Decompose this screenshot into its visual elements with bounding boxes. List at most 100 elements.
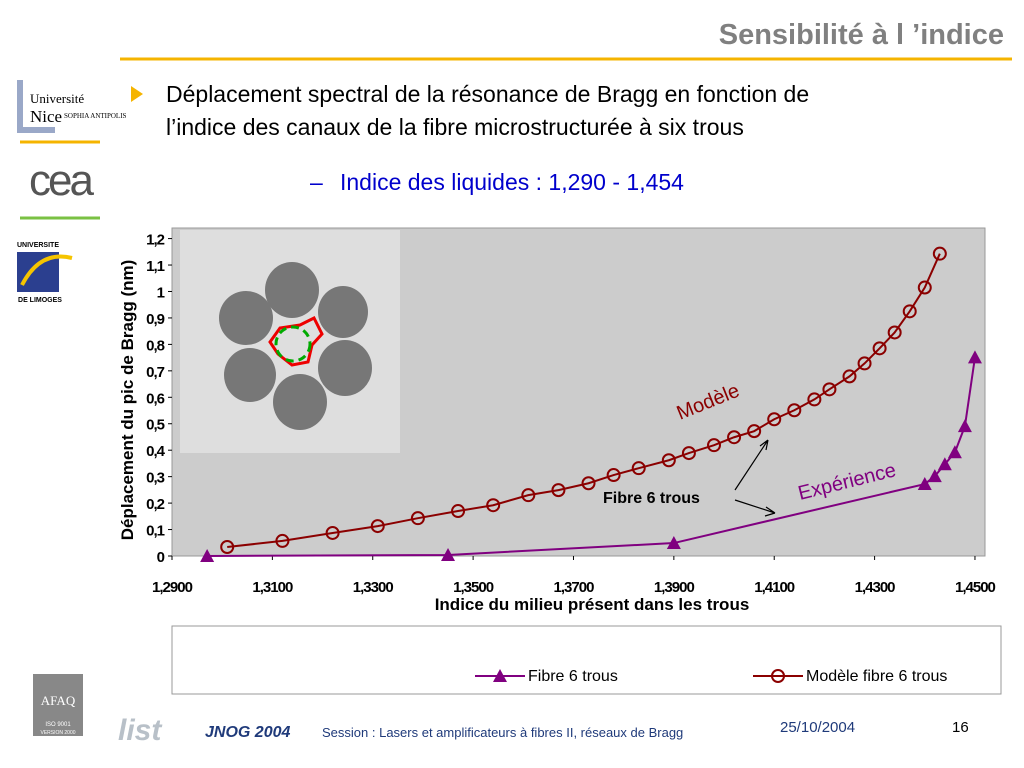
- data-point: [917, 280, 932, 295]
- footer-event: JNOG 2004: [205, 724, 290, 741]
- y-tick-label: 1: [157, 284, 165, 301]
- outline-red: [268, 315, 324, 367]
- logo-text: list: [118, 714, 163, 747]
- footer-session: Session : Lasers et amplificateurs à fib…: [322, 725, 683, 740]
- data-point: [521, 488, 536, 503]
- data-point: [842, 369, 857, 384]
- data-point: [927, 469, 942, 483]
- data-point: [822, 382, 837, 397]
- y-axis-title: Déplacement du pic de Bragg (nm): [118, 260, 137, 541]
- bullet-text: l’indice des canaux de la fibre microstr…: [166, 114, 744, 140]
- footer-page: 16: [952, 719, 969, 736]
- series-line: [227, 253, 941, 549]
- x-tick-label: 1,3500: [453, 579, 494, 596]
- logo-text: SOPHIA ANTIPOLIS: [64, 112, 127, 120]
- series-layer: [200, 246, 982, 562]
- hole: [318, 286, 368, 338]
- data-point: [787, 403, 802, 418]
- logo-text: Nice: [30, 107, 62, 126]
- hole: [219, 291, 273, 345]
- annotation: Fibre 6 trous: [603, 490, 700, 507]
- data-point: [767, 412, 782, 427]
- logo-text: DE LIMOGES: [18, 297, 62, 304]
- legend-label: Fibre 6 trous: [528, 668, 618, 685]
- data-point: [666, 536, 681, 550]
- data-point: [707, 438, 721, 453]
- data-point: [917, 477, 932, 491]
- arrow: [734, 439, 769, 491]
- data-point: [681, 446, 696, 461]
- data-point: [275, 533, 290, 548]
- x-axis-title: Indice du milieu présent dans les trous: [435, 595, 750, 614]
- legend-label: Modèle fibre 6 trous: [806, 668, 947, 685]
- data-point: [887, 325, 902, 340]
- y-tick-label: 0,6: [146, 390, 165, 407]
- data-point: [370, 519, 385, 534]
- data-point: [606, 468, 621, 483]
- y-tick-label: 0,7: [146, 364, 165, 381]
- logo-text: Université: [30, 91, 84, 106]
- y-tick-label: 1,1: [146, 258, 165, 275]
- data-point: [967, 350, 982, 364]
- x-tick-label: 1,3100: [252, 579, 293, 596]
- legend-marker: [771, 669, 785, 683]
- hole: [318, 340, 372, 396]
- x-tick-label: 1,2900: [152, 579, 193, 596]
- data-point: [551, 483, 566, 498]
- data-point: [857, 356, 872, 371]
- afaq-mark: [33, 674, 83, 736]
- x-tick-label: 1,4500: [955, 579, 996, 596]
- y-tick-label: 0,8: [146, 337, 165, 354]
- data-point: [581, 476, 596, 491]
- y-tick-label: 0,5: [146, 417, 165, 434]
- data-point: [441, 547, 456, 561]
- x-tick-label: 1,3900: [654, 579, 695, 596]
- fiber-photo: [180, 230, 400, 453]
- logo-column: Université Nice SOPHIA ANTIPOLIS cea UNI…: [17, 80, 163, 747]
- outline-green: [274, 325, 312, 363]
- hole: [224, 348, 276, 402]
- slide-title: Sensibilité à l ’indice: [719, 19, 1004, 51]
- data-point: [325, 525, 340, 540]
- x-tick-label: 1,4100: [754, 579, 795, 596]
- logo-text: cea: [29, 156, 94, 205]
- bullet-text: Déplacement spectral de la résonance de …: [166, 81, 809, 107]
- footer-date: 25/10/2004: [780, 719, 855, 736]
- logo-text: AFAQ: [41, 693, 76, 708]
- logo-text: UNIVERSITE: [17, 242, 59, 249]
- legend-marker: [493, 669, 507, 682]
- y-tick-label: 0: [157, 549, 165, 566]
- legend-items: Fibre 6 trous Modèle fibre 6 trous: [475, 668, 947, 685]
- hole: [265, 262, 319, 318]
- data-point: [957, 419, 972, 433]
- data-point: [902, 304, 917, 319]
- logo-text: ISO 9001: [45, 722, 71, 728]
- data-point: [451, 504, 466, 519]
- bullet-arrow: [131, 86, 143, 102]
- y-tick-label: 1,2: [146, 232, 165, 249]
- y-tick-label: 0,2: [146, 496, 165, 513]
- data-point: [872, 341, 887, 356]
- x-tick-label: 1,3700: [554, 579, 595, 596]
- sub-bullet-text: Indice des liquides : 1,290 - 1,454: [340, 169, 684, 195]
- data-point: [807, 392, 822, 407]
- unice-mark: [17, 80, 55, 133]
- y-tick-label: 0,1: [146, 523, 165, 540]
- data-point: [937, 457, 952, 471]
- y-tick-label: 0,9: [146, 311, 165, 328]
- data-point: [932, 246, 947, 261]
- data-point: [727, 430, 742, 445]
- limoges-swoosh: [20, 254, 73, 286]
- data-point: [486, 498, 501, 513]
- data-point: [410, 511, 425, 526]
- data-point: [661, 453, 676, 468]
- x-tick-label: 1,3300: [353, 579, 394, 596]
- legend: [171, 625, 1002, 695]
- y-tick-label: 0,4: [146, 443, 166, 460]
- data-point: [947, 445, 962, 459]
- ticks: 1,2900 1,3100 1,3300 1,3500 1,3700 1,3900 1,41…: [146, 232, 996, 596]
- sub-bullet-dash: –: [310, 169, 323, 195]
- hole: [273, 374, 327, 430]
- logo-text: VERSION 2000: [40, 730, 75, 736]
